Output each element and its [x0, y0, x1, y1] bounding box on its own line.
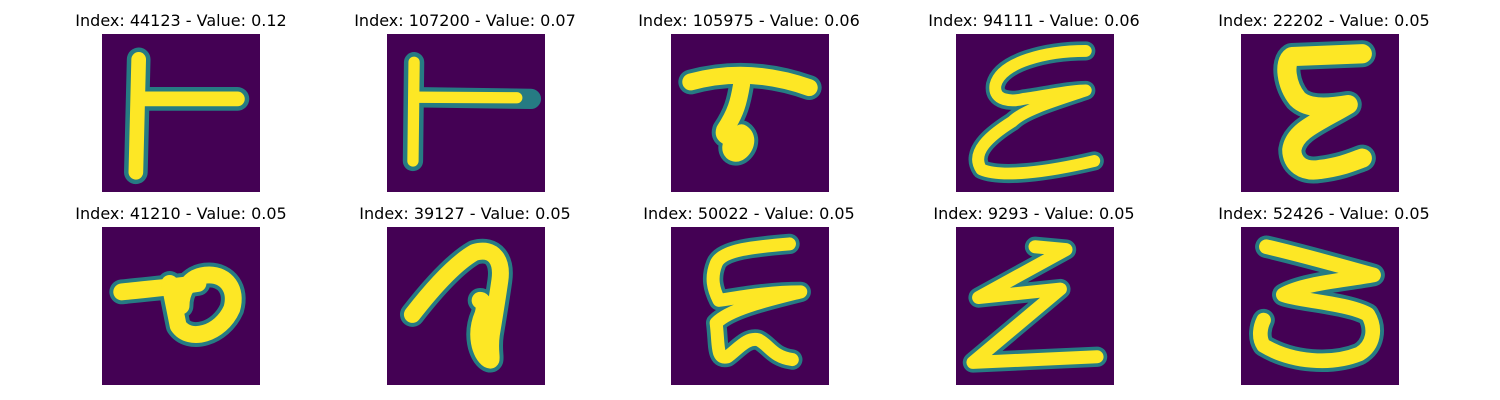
- panel-6: Index: 41210 - Value: 0.05: [39, 203, 323, 393]
- panel-4: Index: 94111 - Value: 0.06: [892, 10, 1176, 200]
- glyph-image: [102, 227, 260, 385]
- panel-title: Index: 41210 - Value: 0.05: [75, 204, 287, 223]
- glyph-image: [956, 227, 1114, 385]
- glyph-image: [956, 34, 1114, 192]
- panel-9: Index: 9293 - Value: 0.05: [892, 203, 1176, 393]
- glyph-image: [102, 34, 260, 192]
- panel-10: Index: 52426 - Value: 0.05: [1182, 203, 1466, 393]
- panel-7: Index: 39127 - Value: 0.05: [323, 203, 607, 393]
- glyph-image: [1241, 34, 1399, 192]
- panel-title: Index: 22202 - Value: 0.05: [1218, 11, 1430, 30]
- panel-8: Index: 50022 - Value: 0.05: [607, 203, 891, 393]
- panel-title: Index: 50022 - Value: 0.05: [643, 204, 855, 223]
- panel-title: Index: 105975 - Value: 0.06: [638, 11, 860, 30]
- panel-3: Index: 105975 - Value: 0.06: [607, 10, 891, 200]
- panel-title: Index: 44123 - Value: 0.12: [75, 11, 287, 30]
- panel-title: Index: 9293 - Value: 0.05: [933, 204, 1135, 223]
- panel-2: Index: 107200 - Value: 0.07: [323, 10, 607, 200]
- glyph-image: [671, 34, 829, 192]
- panel-title: Index: 94111 - Value: 0.06: [928, 11, 1140, 30]
- glyph-image: [387, 227, 545, 385]
- glyph-image: [387, 34, 545, 192]
- panel-1: Index: 44123 - Value: 0.12: [39, 10, 323, 200]
- panel-title: Index: 52426 - Value: 0.05: [1218, 204, 1430, 223]
- panel-title: Index: 39127 - Value: 0.05: [359, 204, 571, 223]
- panel-title: Index: 107200 - Value: 0.07: [354, 11, 576, 30]
- glyph-image: [1241, 227, 1399, 385]
- panel-5: Index: 22202 - Value: 0.05: [1182, 10, 1466, 200]
- glyph-image: [671, 227, 829, 385]
